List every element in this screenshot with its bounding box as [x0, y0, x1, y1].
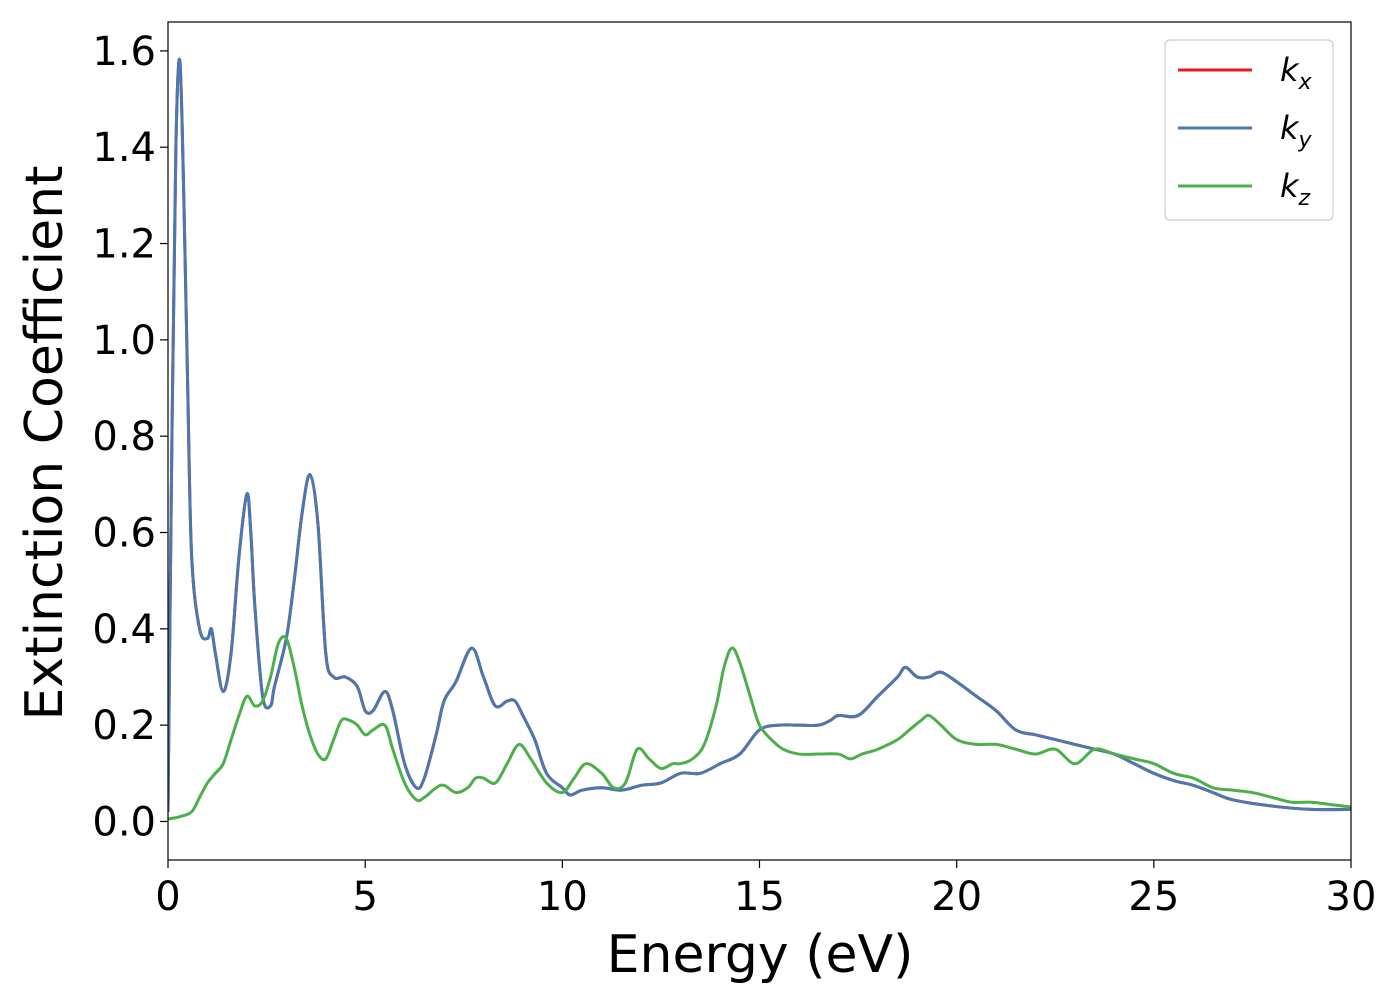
y-tick-label: 1.6	[92, 29, 156, 75]
series-line-z	[168, 635, 1351, 821]
x-tick-label: 15	[734, 874, 785, 920]
x-tick-label: 10	[537, 874, 588, 920]
series-line-y	[168, 57, 1351, 812]
y-tick-label: 1.0	[92, 318, 156, 364]
legend-box	[1164, 39, 1334, 221]
x-tick-label: 30	[1326, 874, 1377, 920]
y-tick-label: 0.2	[92, 703, 156, 749]
legend-label-z: kz	[1280, 167, 1311, 211]
y-tick-label: 1.4	[92, 125, 156, 171]
legend-label-y: ky	[1280, 109, 1313, 153]
x-tick-label: 5	[352, 874, 377, 920]
y-tick-label: 0.0	[92, 799, 156, 845]
y-tick-label: 0.4	[92, 607, 156, 653]
plot-lines	[168, 57, 1351, 821]
legend-label-x: kx	[1280, 51, 1313, 95]
x-tick-label: 25	[1128, 874, 1179, 920]
legend: kx ky kz	[1164, 39, 1334, 221]
x-axis-title: Energy (eV)	[607, 925, 914, 985]
ticks: 0 5 10 15 20 25 30 0.0 0.2 0.4 0.6 0.8 1.0 1.2 1.4 1.6	[92, 29, 1376, 920]
y-tick-label: 1.2	[92, 222, 156, 268]
y-tick-label: 0.8	[92, 414, 156, 460]
x-tick-label: 20	[931, 874, 982, 920]
y-axis-title: Extinction Coefficient	[15, 166, 75, 721]
x-tick-label: 0	[155, 874, 180, 920]
y-tick-label: 0.6	[92, 511, 156, 557]
